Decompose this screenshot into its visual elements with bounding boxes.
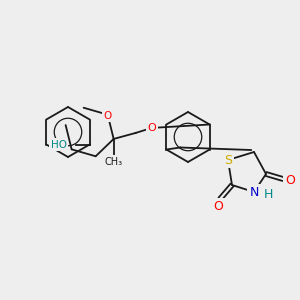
Text: O: O xyxy=(285,175,295,188)
Text: HO: HO xyxy=(51,140,67,149)
Text: CH₃: CH₃ xyxy=(105,157,123,167)
Text: O: O xyxy=(147,123,156,133)
Text: O: O xyxy=(103,111,112,121)
Text: N: N xyxy=(249,185,259,199)
Text: O: O xyxy=(213,200,223,212)
Text: H: H xyxy=(263,188,273,200)
Text: S: S xyxy=(224,154,232,166)
